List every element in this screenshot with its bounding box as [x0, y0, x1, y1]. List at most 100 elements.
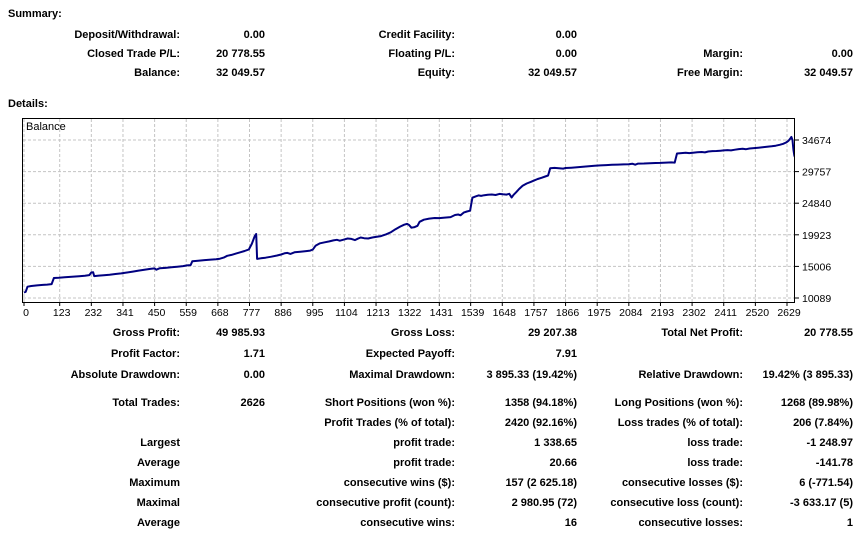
detail-row: Largest profit trade: 1 338.65 loss trade: -…: [0, 437, 859, 451]
x-axis-tick-label: 559: [179, 307, 197, 319]
detail-label: loss trade:: [687, 437, 743, 449]
summary-label: Free Margin:: [676, 67, 743, 79]
summary-label: Deposit/Withdrawal:: [74, 29, 180, 41]
detail-value: 157 (2 625.18): [505, 477, 577, 489]
detail-value: 2 980.95 (72): [511, 497, 577, 509]
detail-row: Absolute Drawdown: 0.00 Maximal Drawdown: 3…: [0, 369, 859, 383]
chart-gridlines: [23, 119, 794, 302]
summary-value: 32 049.57: [804, 67, 853, 79]
detail-value: 19.42% (3 895.33): [762, 369, 853, 381]
x-axis-tick-label: 2302: [682, 307, 706, 319]
detail-value: 1 338.65: [534, 437, 577, 449]
detail-label: Maximal Drawdown:: [349, 369, 455, 381]
chart-border: [22, 118, 795, 303]
summary-value: 32 049.57: [216, 67, 265, 79]
summary-label: Closed Trade P/L:: [87, 48, 180, 60]
x-axis-tick-label: 341: [116, 307, 134, 319]
y-axis-tick-label: 10089: [802, 293, 831, 305]
y-axis-tick-label: 29757: [802, 167, 831, 179]
detail-value: 1: [846, 517, 853, 529]
summary-label: Balance:: [134, 67, 180, 79]
detail-label: Maximum: [129, 477, 180, 489]
detail-value: 20.66: [549, 457, 577, 469]
x-axis-tick-label: 0: [23, 307, 29, 319]
detail-value: 206 (7.84%): [793, 417, 853, 429]
x-axis-tick-label: 2520: [746, 307, 770, 319]
detail-value: 2626: [240, 397, 265, 409]
x-axis-tick-label: 1975: [588, 307, 612, 319]
summary-row: Balance: 32 049.57 Equity: 32 049.57 Free Ma…: [0, 67, 859, 81]
x-axis-tick-label: 123: [53, 307, 71, 319]
detail-value: 16: [564, 517, 577, 529]
x-axis-tick-label: 2411: [714, 307, 737, 319]
detail-label: consecutive losses:: [638, 517, 743, 529]
x-axis-tick-label: 1104: [335, 307, 358, 319]
detail-value: 6 (-771.54): [799, 477, 853, 489]
summary-label: Floating P/L:: [388, 48, 455, 60]
chart-axis-ticks: [23, 139, 799, 306]
detail-value: 3 895.33 (19.42%): [486, 369, 577, 381]
detail-label: loss trade:: [687, 457, 743, 469]
x-axis-tick-label: 2629: [777, 307, 801, 319]
summary-value: 20 778.55: [216, 48, 265, 60]
summary-value: 0.00: [243, 29, 265, 41]
detail-value: 49 985.93: [216, 327, 265, 339]
x-axis-tick-label: 1757: [524, 307, 548, 319]
detail-row: Average consecutive wins: 16 consecutive lo…: [0, 517, 859, 531]
detail-value: -3 633.17 (5): [790, 497, 853, 509]
detail-label: Relative Drawdown:: [638, 369, 743, 381]
balance-curve: [23, 135, 794, 294]
detail-value: 20 778.55: [804, 327, 853, 339]
detail-label: Profit Trades (% of total):: [324, 417, 455, 429]
summary-label: Credit Facility:: [378, 29, 455, 41]
detail-label: profit trade:: [393, 437, 455, 449]
detail-label: Gross Profit:: [112, 327, 180, 339]
summary-label: Margin:: [703, 48, 743, 60]
summary-title: Summary:: [8, 8, 62, 20]
x-axis-tick-label: 1648: [493, 307, 517, 319]
y-axis-tick-label: 19923: [802, 230, 831, 242]
detail-value: 1268 (89.98%): [780, 397, 853, 409]
balance-chart: 10089 15006 19923 24840 29757 34674 0 123 232 341…: [22, 118, 852, 320]
summary-value: 0.00: [555, 29, 577, 41]
detail-value: 2420 (92.16%): [504, 417, 577, 429]
summary-value: 32 049.57: [528, 67, 577, 79]
summary-value: 0.00: [831, 48, 853, 60]
detail-value: 29 207.38: [528, 327, 577, 339]
detail-label: Expected Payoff:: [365, 348, 455, 360]
x-axis-tick-label: 668: [211, 307, 229, 319]
detail-value: 1.71: [243, 348, 265, 360]
detail-value: -141.78: [815, 457, 853, 469]
x-axis-tick-label: 1431: [430, 307, 454, 319]
detail-value: 7.91: [555, 348, 577, 360]
detail-label: Average: [136, 457, 180, 469]
details-title: Details:: [8, 98, 48, 110]
detail-row: Gross Profit: 49 985.93 Gross Loss: 29 207.…: [0, 327, 859, 341]
detail-label: Long Positions (won %):: [614, 397, 743, 409]
detail-row: Profit Trades (% of total): 2420 (92.16%)…: [0, 417, 859, 431]
chart-legend-label: Balance: [26, 121, 66, 133]
detail-label: consecutive wins:: [360, 517, 455, 529]
detail-row: Total Trades: 2626 Short Positions (won %)…: [0, 397, 859, 411]
x-axis-tick-label: 777: [243, 307, 261, 319]
chart-axis-labels: 10089 15006 19923 24840 29757 34674 0 123 232 341…: [23, 135, 831, 319]
balance-chart-canvas: 10089 15006 19923 24840 29757 34674 0 123 232 341…: [22, 118, 831, 319]
detail-label: consecutive losses ($):: [621, 477, 743, 489]
x-axis-tick-label: 886: [274, 307, 292, 319]
x-axis-tick-label: 2193: [651, 307, 675, 319]
x-axis-tick-label: 232: [85, 307, 103, 319]
detail-label: Loss trades (% of total):: [617, 417, 743, 429]
detail-label: Total Trades:: [112, 397, 180, 409]
detail-row: Maximal consecutive profit (count): 2 980.…: [0, 497, 859, 511]
x-axis-tick-label: 1866: [556, 307, 580, 319]
x-axis-tick-label: 995: [306, 307, 324, 319]
summary-label: Equity:: [417, 67, 455, 79]
detail-label: consecutive loss (count):: [610, 497, 743, 509]
detail-value: 1358 (94.18%): [504, 397, 577, 409]
detail-label: Gross Loss:: [390, 327, 455, 339]
y-axis-tick-label: 34674: [802, 135, 831, 147]
detail-label: consecutive wins ($):: [343, 477, 455, 489]
summary-row: Deposit/Withdrawal: 0.00 Credit Facility: 0…: [0, 29, 859, 43]
detail-label: Maximal: [136, 497, 180, 509]
